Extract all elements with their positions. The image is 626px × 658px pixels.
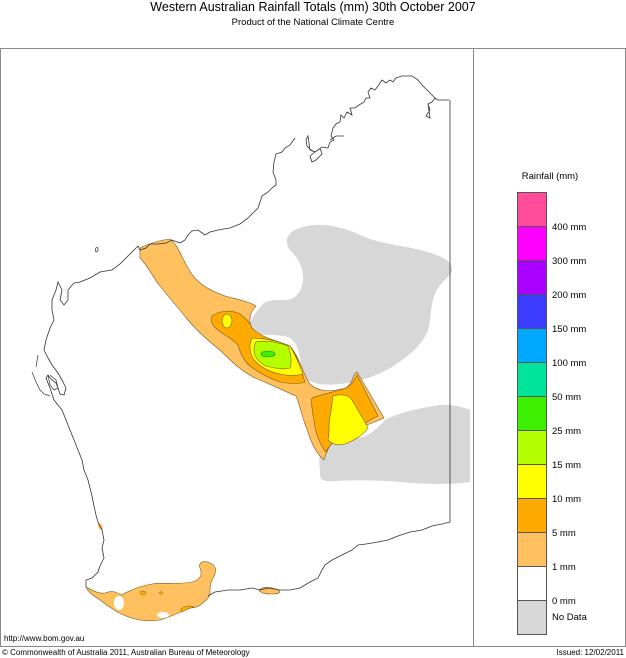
legend-swatch-no-data	[518, 601, 546, 634]
rainfall-10-15mm-south-area	[327, 394, 369, 446]
coastline-islands	[31, 247, 99, 397]
no-rain-gap	[114, 596, 124, 610]
legend-label-50mm: 50 mm	[552, 392, 582, 403]
legend-label-0mm: 0 mm	[552, 596, 576, 607]
map-subtitle: Product of the National Climate Centre	[231, 17, 395, 28]
map-title: Western Australian Rainfall Totals (mm) …	[150, 0, 476, 14]
legend-label-5mm: 5 mm	[552, 528, 576, 539]
issued-date: Issued: 12/02/2011	[556, 648, 624, 657]
legend-label-15mm: 15 mm	[552, 460, 582, 471]
legend-swatch-15-25mm	[518, 431, 546, 465]
legend-label-100mm: 100 mm	[552, 358, 587, 369]
legend-swatch-150-200mm	[518, 295, 546, 329]
legend-label-1mm: 1 mm	[552, 562, 576, 573]
legend-swatch-200-300mm	[518, 261, 546, 295]
copyright-notice: © Commonwealth of Australia 2011, Austra…	[2, 648, 250, 657]
legend-divider	[473, 48, 474, 646]
legend-label-25mm: 25 mm	[552, 426, 582, 437]
legend-label-300mm: 300 mm	[552, 256, 587, 267]
legend-swatch-300-400mm	[518, 227, 546, 261]
rainfall-5-10mm-southwest-coast	[179, 605, 195, 613]
rainfall-25-50mm-area	[260, 350, 276, 358]
rainfall-5-10mm-southwest-spot	[139, 590, 147, 596]
rainfall-10-15mm-small-area	[221, 313, 233, 329]
legend-swatch-5-10mm	[518, 499, 546, 533]
source-url[interactable]: http://www.bom.gov.au	[4, 634, 85, 643]
legend-label-no-data: No Data	[552, 612, 587, 623]
rainfall-5-10mm-southwest-spot-2	[159, 591, 163, 595]
no-data-region-north	[249, 224, 452, 385]
legend-swatch-50-100mm	[518, 363, 546, 397]
legend-swatch-100-150mm	[518, 329, 546, 363]
legend-swatch-10-15mm	[518, 465, 546, 499]
no-data-region-south	[319, 404, 470, 484]
coastline	[43, 75, 451, 597]
map-graphic	[31, 75, 470, 622]
legend-label-10mm: 10 mm	[552, 494, 582, 505]
legend-color-bar	[517, 192, 547, 635]
legend-label-150mm: 150 mm	[552, 324, 587, 335]
legend-swatch-1-5mm	[518, 533, 546, 567]
no-rain-gap-2	[157, 612, 169, 618]
legend-label-200mm: 200 mm	[552, 290, 587, 301]
legend-label-400mm: 400 mm	[552, 222, 587, 233]
legend-swatch-25-50mm	[518, 397, 546, 431]
rainfall-1-5mm-southwest-patch	[85, 561, 216, 622]
legend-swatch-over-400mm	[518, 193, 546, 227]
rainfall-map	[1, 49, 473, 645]
legend-swatch-0-1mm	[518, 567, 546, 601]
legend-title: Rainfall (mm)	[521, 171, 579, 182]
